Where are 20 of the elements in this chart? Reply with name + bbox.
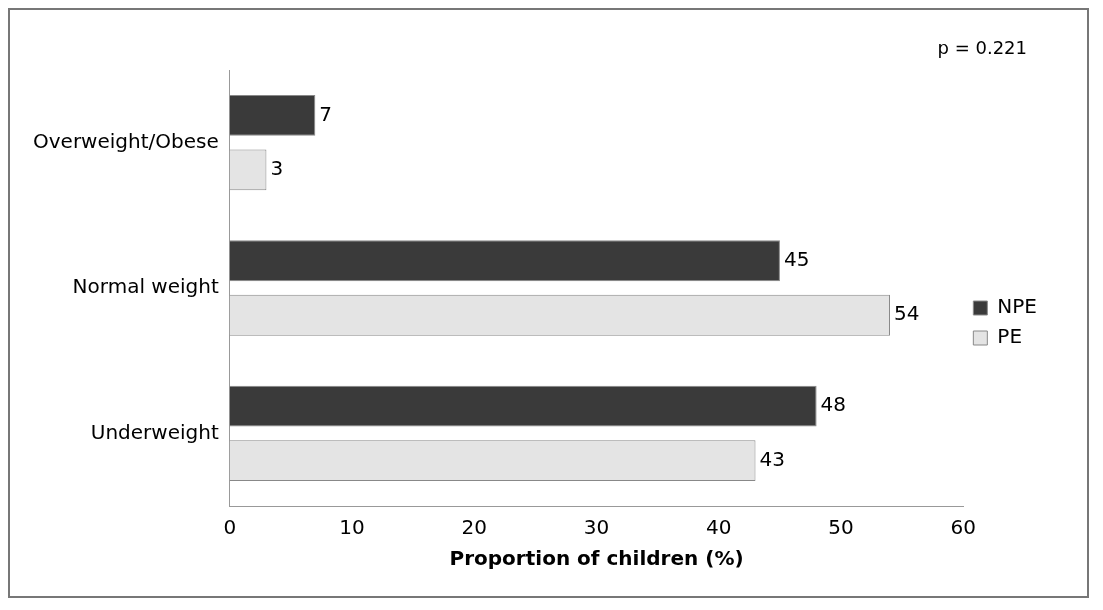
legend-label: NPE [997, 294, 1038, 319]
x-tick-label: 0 [223, 515, 237, 540]
data-label: 45 [783, 246, 810, 271]
data-label: 48 [820, 392, 847, 417]
x-tick-label: 30 [583, 515, 610, 540]
data-label: 43 [759, 446, 785, 471]
x-tick-label: 10 [339, 515, 365, 540]
data-label: 7 [319, 101, 333, 126]
text: p = 0.221 [937, 36, 1027, 58]
y-tick-label: Underweight [90, 419, 219, 444]
x-tick-label: 60 [950, 515, 977, 540]
data-label: 3 [270, 156, 284, 181]
x-tick-label: 50 [828, 515, 854, 540]
y-tick-label: Overweight/Obese [32, 128, 219, 153]
x-axis-title: Proportion of children (%) [449, 546, 744, 571]
x-tick-label: 40 [706, 515, 732, 540]
data-label: 54 [893, 301, 920, 326]
legend-label: PE [997, 324, 1023, 349]
x-tick-label: 20 [461, 515, 487, 540]
y-tick-label: Normal weight [72, 274, 219, 299]
